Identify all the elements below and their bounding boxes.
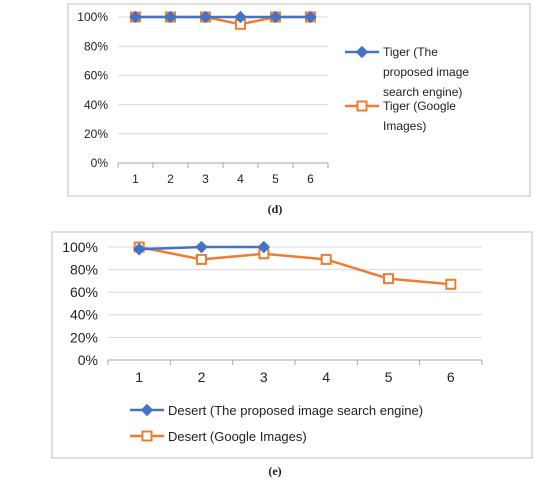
x-tick-label: 5 (385, 369, 393, 385)
legend-label: Desert (The proposed image search engine… (168, 403, 423, 418)
chart-d: 0% 20% 40% 60% 80% 100% 1 2 3 4 5 6 Tiger (The propos… (67, 3, 531, 197)
data-point-proposed (164, 10, 177, 24)
y-tick-label: 40% (70, 307, 98, 323)
y-tick-label: 100% (77, 10, 108, 24)
legend-label: proposed image (383, 65, 469, 79)
legend-label: Images) (383, 119, 426, 133)
x-tick-label: 6 (307, 172, 314, 186)
x-tick-label: 2 (198, 369, 206, 385)
x-tick-label: 4 (237, 172, 244, 186)
legend-label: Tiger (Google (383, 99, 456, 113)
legend-swatch-google-marker (141, 430, 153, 442)
legend: Tiger (The proposed image search engine)Ti… (345, 45, 469, 133)
legend-label: Desert (Google Images) (168, 429, 307, 444)
legend-swatch-proposed-marker (140, 403, 154, 417)
x-tick-label: 5 (272, 172, 279, 186)
data-point-proposed (199, 10, 212, 24)
x-tick-label: 1 (135, 369, 143, 385)
x-tick-label: 4 (322, 369, 330, 385)
data-point-google (383, 273, 394, 285)
x-tick-label: 2 (167, 172, 174, 186)
data-point-proposed (234, 10, 247, 24)
y-tick-label: 0% (91, 156, 109, 170)
figure-caption: (e) (268, 464, 281, 478)
x-tick-label: 3 (202, 172, 209, 186)
y-tick-label: 40% (84, 98, 108, 112)
series-line-google (138, 245, 451, 286)
y-tick-label: 20% (84, 127, 108, 141)
data-point-proposed (129, 10, 142, 24)
data-point-proposed (269, 10, 282, 24)
data-point-google (320, 253, 332, 265)
data-point-proposed (132, 243, 146, 256)
legend-label: Tiger (The (383, 45, 438, 59)
x-tick-label: 6 (447, 369, 455, 385)
y-tick-label: 80% (70, 262, 98, 278)
x-tick-label: 3 (260, 369, 268, 385)
chart-frame (67, 3, 531, 197)
y-tick-label: 100% (62, 239, 98, 255)
chart-frame (51, 231, 533, 459)
figure-caption: (d) (268, 202, 283, 216)
data-point-google (445, 278, 457, 290)
legend-swatch-proposed-marker (355, 45, 369, 59)
data-point-proposed (195, 240, 208, 254)
legend-swatch-google-marker (356, 100, 368, 112)
x-tick-label: 1 (132, 172, 139, 186)
y-tick-label: 0% (78, 352, 98, 368)
data-point-google (196, 253, 207, 265)
data-point-proposed (257, 240, 271, 254)
y-tick-label: 20% (70, 329, 98, 345)
chart-e: 0% 20% 40% 60% 80% 100% 1 2 3 4 5 6 Desert (The prop… (51, 231, 533, 459)
y-tick-label: 60% (70, 284, 98, 300)
y-tick-label: 80% (84, 39, 108, 53)
legend: Desert (The proposed image search engine… (130, 403, 423, 444)
y-tick-label: 60% (84, 69, 108, 83)
data-point-proposed (304, 10, 317, 24)
legend-label: search engine) (383, 85, 462, 99)
